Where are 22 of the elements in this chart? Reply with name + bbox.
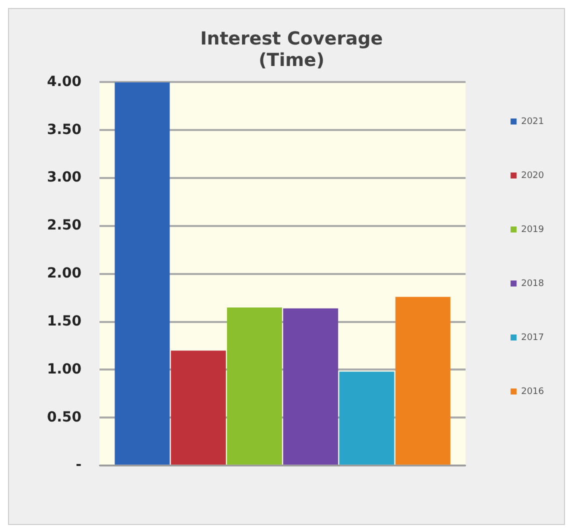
legend-label: 2016 — [521, 386, 544, 397]
y-tick-label: 4.00 — [46, 74, 82, 90]
bar — [283, 308, 338, 465]
y-tick-label: 1.50 — [46, 313, 82, 330]
bar — [227, 307, 282, 465]
bar — [339, 372, 394, 465]
y-tick-label: 1.00 — [46, 361, 82, 378]
y-tick-label: 2.00 — [46, 266, 82, 282]
bar — [114, 82, 170, 465]
y-tick-label: 2.50 — [46, 218, 82, 234]
legend-label: 2020 — [521, 170, 544, 181]
bar — [170, 350, 226, 465]
legend-label: 2017 — [521, 332, 544, 343]
y-tick-label: 0.50 — [46, 409, 82, 426]
chart-title: Interest Coverage (Time) — [200, 28, 383, 72]
legend-label: 2021 — [521, 116, 544, 127]
legend-label: 2019 — [521, 224, 544, 235]
y-tick-label: 3.00 — [46, 170, 82, 186]
legend-label: 2018 — [521, 278, 544, 289]
y-tick-label: - — [76, 457, 82, 474]
bar — [395, 296, 450, 465]
y-tick-label: 3.50 — [46, 122, 82, 138]
